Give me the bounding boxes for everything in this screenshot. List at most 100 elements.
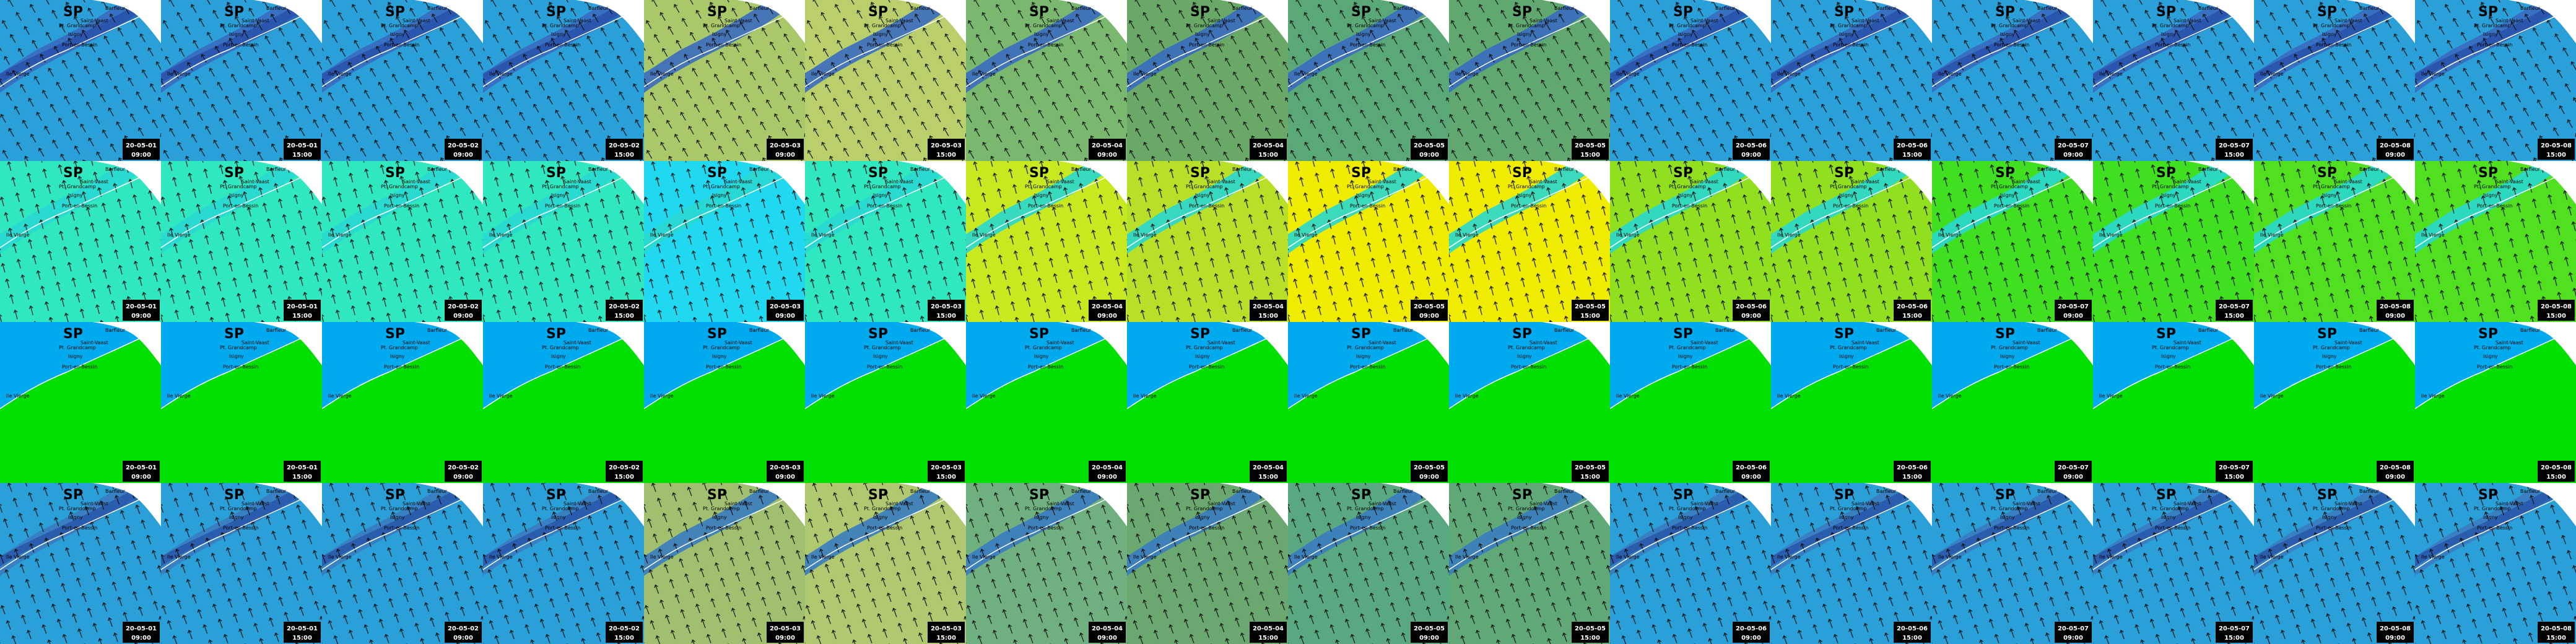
- stamp-date: 20-05-02: [448, 625, 479, 632]
- stamp-time: 15:00: [1580, 474, 1600, 481]
- place-label: Saint-Vaast: [1046, 340, 1074, 346]
- map-title: SP: [868, 4, 888, 20]
- stamp-time: 09:00: [775, 474, 795, 481]
- coastline: [2092, 6, 2255, 87]
- place-label: Port-en-Bessin: [1350, 525, 1385, 531]
- map-title: SP: [2478, 487, 2498, 503]
- stamp-box: [1733, 622, 1770, 643]
- place-label: Saint-Vaast: [1368, 501, 1396, 507]
- coastline: [1609, 328, 1772, 409]
- map-title: SP: [385, 165, 405, 181]
- coastline: [321, 6, 484, 87]
- place-label: Barfleur: [1715, 6, 1736, 11]
- place-label: Barfleur: [1071, 328, 1092, 333]
- place-label: Port-en-Bessin: [62, 364, 97, 370]
- place-label: Port-en-Bessin: [1189, 525, 1224, 531]
- place-label: Pt. Grandcamp: [1669, 506, 1706, 511]
- stamp-box: [2216, 461, 2253, 482]
- map-title: SP: [1512, 4, 1532, 20]
- stamp-time: 09:00: [1419, 635, 1439, 642]
- stamp-date: 20-05-01: [287, 464, 318, 471]
- place-label: Isigny: [2483, 193, 2498, 198]
- place-label: Isigny: [390, 515, 405, 520]
- place-label: Barfleur: [2037, 328, 2058, 333]
- place-label: Isigny: [1678, 354, 1693, 359]
- stamp-time: 15:00: [1258, 474, 1278, 481]
- stamp-time: 09:00: [453, 635, 473, 642]
- place-label: Barfleur: [1876, 328, 1897, 333]
- place-label: Port-en-Bessin: [1994, 525, 2029, 531]
- stamp-time: 15:00: [1580, 313, 1600, 320]
- place-label: Saint-Vaast: [2334, 501, 2362, 507]
- place-label: Barfleur: [910, 489, 931, 494]
- place-label: Ile Vierge: [1294, 232, 1318, 238]
- wind-arrows: [2415, 161, 2576, 322]
- place-label: Barfleur: [1554, 328, 1575, 333]
- place-label: Saint-Vaast: [564, 18, 591, 24]
- place-label: Ile Vierge: [328, 554, 352, 560]
- stamp-box: [2216, 622, 2253, 643]
- place-label: Barfleur: [910, 6, 931, 11]
- place-label: Port-en-Bessin: [2477, 525, 2512, 531]
- stamp-time: 09:00: [131, 474, 151, 481]
- place-label: Ile Vierge: [650, 554, 674, 560]
- map-title: SP: [1029, 487, 1049, 503]
- place-label: Isigny: [2322, 193, 2337, 198]
- wind-arrows: [1449, 483, 1610, 644]
- place-label: Barfleur: [749, 328, 770, 333]
- place-label: Port-en-Bessin: [706, 525, 741, 531]
- place-label: Port-en-Bessin: [1833, 525, 1868, 531]
- coastline: [2253, 328, 2416, 409]
- land: [254, 322, 322, 365]
- stamp-date: 20-05-04: [1092, 464, 1123, 471]
- land: [254, 161, 322, 204]
- stamp-time: 15:00: [936, 474, 956, 481]
- place-label: Saint-Vaast: [1046, 179, 1074, 185]
- wind-arrows: [2254, 161, 2415, 322]
- place-label: Ile Vierge: [650, 71, 674, 77]
- wind-arrows: [483, 483, 644, 644]
- place-label: Saint-Vaast: [2012, 18, 2040, 24]
- place-label: Barfleur: [588, 167, 609, 172]
- stamp-date: 20-05-05: [1414, 142, 1445, 149]
- land: [2186, 483, 2254, 526]
- wind-arrows: [1127, 0, 1288, 161]
- place-label: Barfleur: [2520, 328, 2541, 333]
- land: [898, 161, 966, 204]
- stamp-date: 20-05-04: [1253, 142, 1284, 149]
- place-label: Pt. Grandcamp: [703, 345, 740, 350]
- stamp-date: 20-05-04: [1253, 303, 1284, 310]
- place-label: Barfleur: [1393, 489, 1414, 494]
- wind-arrows: [805, 483, 966, 644]
- stamp-date: 20-05-08: [2541, 142, 2572, 149]
- wind-arrows: [805, 161, 966, 322]
- wind-arrows: [805, 0, 966, 161]
- place-label: Port-en-Bessin: [1994, 364, 2029, 370]
- land: [415, 322, 483, 365]
- land: [2186, 0, 2254, 43]
- place-label: Pt. Grandcamp: [1186, 184, 1223, 189]
- place-label: Pt. Grandcamp: [1508, 23, 1545, 28]
- place-label: Ile Vierge: [1455, 393, 1479, 399]
- place-label: Saint-Vaast: [2012, 179, 2040, 185]
- stamp-time: 09:00: [1419, 152, 1439, 159]
- place-label: Ile Vierge: [167, 71, 191, 77]
- map-title: SP: [1190, 326, 1210, 342]
- stamp-time: 09:00: [2063, 474, 2083, 481]
- land: [2508, 161, 2576, 204]
- place-label: Port-en-Bessin: [1994, 203, 2029, 209]
- map-title: SP: [1834, 165, 1854, 181]
- coastline: [482, 6, 645, 87]
- place-label: Isigny: [1517, 354, 1532, 359]
- place-label: Pt. Grandcamp: [59, 506, 96, 511]
- place-label: Isigny: [68, 193, 83, 198]
- place-label: Pt. Grandcamp: [703, 23, 740, 28]
- stamp-time: 09:00: [1741, 635, 1761, 642]
- wind-arrows: [2093, 161, 2254, 322]
- place-label: Barfleur: [2198, 6, 2219, 11]
